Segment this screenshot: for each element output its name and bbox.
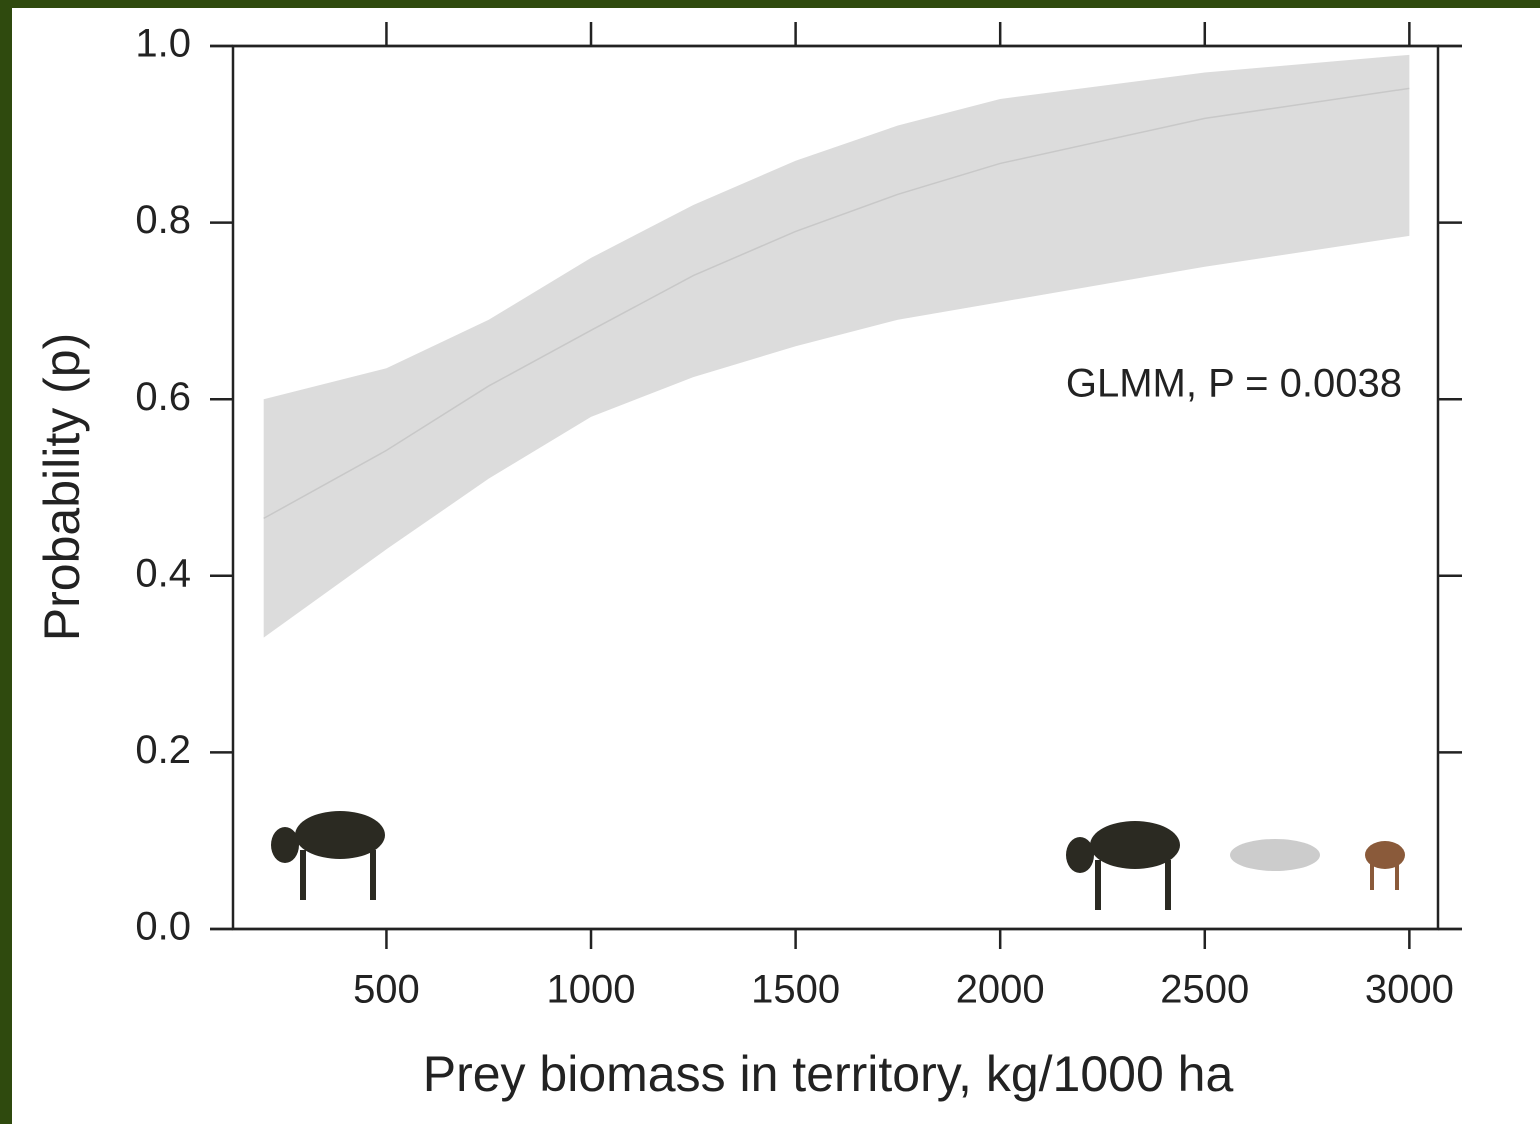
x-tick-label: 500 [353, 968, 420, 1012]
x-tick-label: 2000 [956, 968, 1045, 1012]
y-tick-label: 0.8 [135, 198, 191, 242]
roe-deer-icon [1365, 841, 1405, 890]
y-tick-label: 1.0 [135, 22, 191, 66]
y-tick-label: 0.2 [135, 728, 191, 772]
x-tick-label: 2500 [1160, 968, 1249, 1012]
x-axis-label: Prey biomass in territory, kg/1000 ha [423, 1046, 1234, 1102]
annotation: GLMM, P = 0.0038 [1066, 362, 1402, 406]
x-tick-label: 1000 [547, 968, 636, 1012]
moose-icon [1066, 821, 1180, 910]
confidence-band [263, 54, 1410, 638]
y-tick-label: 0.4 [135, 551, 191, 595]
x-tick-label: 3000 [1365, 968, 1454, 1012]
fit-line [263, 87, 1410, 520]
y-tick-label: 0.6 [135, 375, 191, 419]
moose-icon [271, 811, 385, 900]
y-tick-label: 0.0 [135, 905, 191, 949]
y-axis-label: Probability (p) [34, 333, 90, 641]
deer-icon [1230, 839, 1320, 871]
x-tick-label: 1500 [751, 968, 840, 1012]
